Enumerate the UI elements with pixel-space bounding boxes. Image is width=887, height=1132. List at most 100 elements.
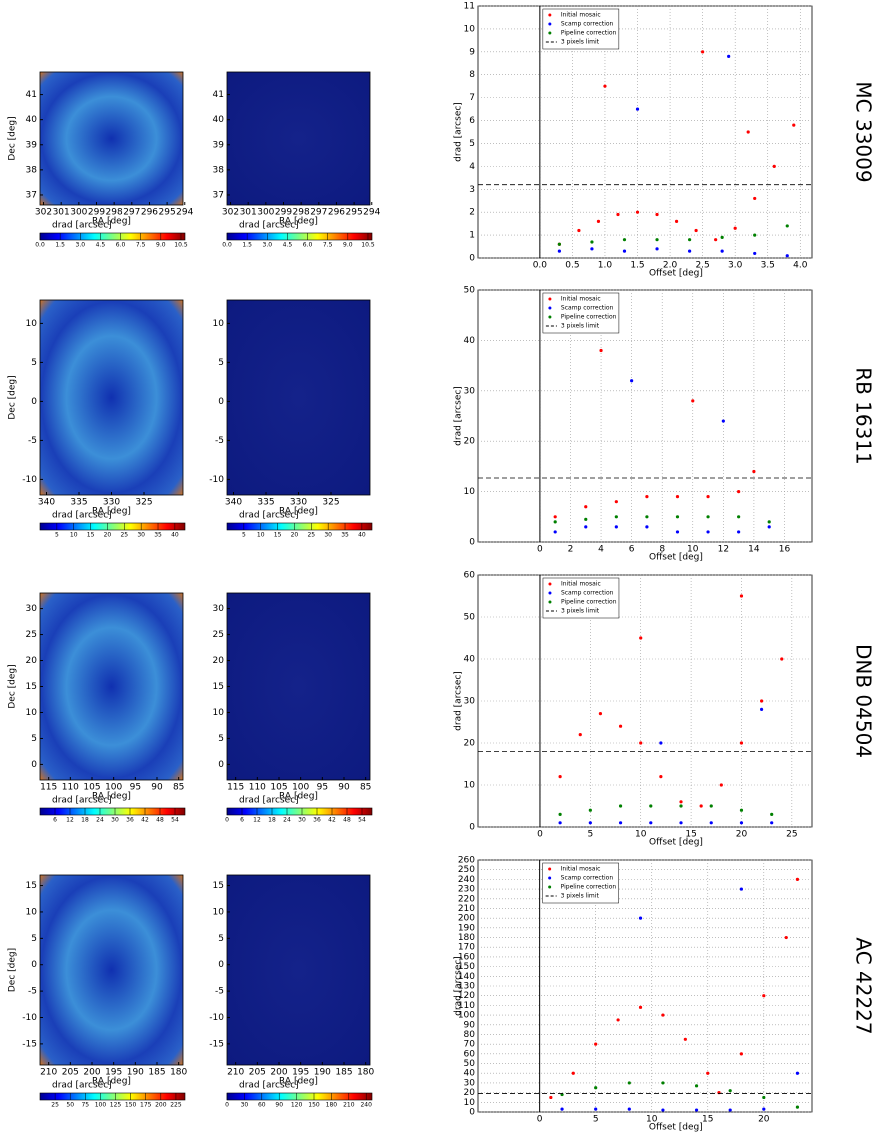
y-tick-label: 38 bbox=[213, 165, 225, 175]
y-tick-label: 10 bbox=[213, 907, 225, 917]
x-tick-label: 300 bbox=[257, 208, 274, 218]
y-tick-label: 80 bbox=[464, 1030, 476, 1040]
row-label: RB 16311 bbox=[852, 367, 876, 465]
y-tick-label: 2 bbox=[469, 208, 475, 218]
y-tick-label: 170 bbox=[458, 943, 475, 953]
x-axis-label: Offset [deg] bbox=[649, 553, 703, 563]
data-point bbox=[785, 224, 789, 228]
data-point bbox=[645, 495, 649, 499]
x-tick-label: 302 bbox=[222, 208, 239, 218]
data-point bbox=[674, 219, 679, 223]
x-tick-label: 210 bbox=[40, 1068, 57, 1078]
sky-map bbox=[226, 874, 371, 1066]
y-tick-label: 38 bbox=[26, 165, 38, 175]
data-point bbox=[614, 525, 618, 529]
data-point bbox=[760, 707, 764, 712]
x-tick-label: 2 bbox=[568, 545, 574, 555]
x-tick-label: 1.5 bbox=[630, 261, 644, 271]
y-axis-label: Dec [deg] bbox=[8, 116, 18, 160]
colorbar-tick-label: 30 bbox=[298, 817, 306, 824]
x-tick-label: 297 bbox=[310, 208, 327, 218]
x-axis-label: RA [deg] bbox=[279, 507, 318, 517]
data-point bbox=[720, 249, 724, 253]
data-point bbox=[675, 495, 680, 499]
colorbar-tick-label: 18 bbox=[268, 817, 276, 824]
y-tick-label: -5 bbox=[215, 987, 224, 997]
data-point bbox=[760, 699, 764, 703]
data-point bbox=[557, 249, 561, 253]
data-point bbox=[638, 1005, 643, 1009]
x-axis-label: Offset [deg] bbox=[649, 269, 703, 279]
x-tick-label: 2.0 bbox=[663, 261, 678, 271]
x-tick-label: 20 bbox=[758, 1115, 770, 1125]
colorbar-tick-label: 100 bbox=[95, 1102, 107, 1109]
colorbar bbox=[39, 232, 186, 241]
data-point bbox=[571, 1071, 575, 1075]
y-tick-label: 15 bbox=[26, 682, 37, 692]
colorbar-tick-label: 24 bbox=[283, 817, 291, 824]
x-tick-label: 5 bbox=[593, 1115, 599, 1125]
colorbar-tick-label: 150 bbox=[125, 1102, 137, 1109]
colorbar-tick-label: 35 bbox=[341, 532, 349, 539]
y-tick-label: 210 bbox=[458, 904, 475, 914]
colorbar bbox=[226, 1092, 373, 1101]
y-tick-label: 30 bbox=[464, 1078, 476, 1088]
y-tick-label: 4 bbox=[469, 162, 475, 172]
x-tick-label: 3.0 bbox=[728, 261, 743, 271]
y-tick-label: 11 bbox=[464, 2, 475, 12]
y-tick-label: 180 bbox=[458, 933, 475, 943]
x-axis-label: RA [deg] bbox=[92, 1077, 131, 1087]
colorbar-tick-label: 9.0 bbox=[156, 242, 166, 249]
x-tick-label: 340 bbox=[38, 498, 55, 508]
x-axis-label: RA [deg] bbox=[92, 217, 131, 227]
colorbar-tick-label: 30 bbox=[241, 1102, 249, 1109]
legend-marker bbox=[548, 306, 552, 310]
data-point bbox=[752, 469, 756, 474]
data-point bbox=[590, 240, 594, 244]
legend-label: 3 pixels limit bbox=[561, 39, 600, 46]
colorbar bbox=[39, 1092, 186, 1101]
y-tick-label: -10 bbox=[209, 1013, 224, 1023]
legend-marker bbox=[548, 867, 552, 871]
legend-marker bbox=[548, 297, 552, 301]
colorbar-label: drad [arcsec] bbox=[52, 1081, 112, 1091]
legend-label: Scamp correction bbox=[561, 875, 614, 882]
data-point bbox=[661, 1013, 665, 1017]
x-tick-label: 110 bbox=[62, 783, 79, 793]
colorbar-tick-label: 10.5 bbox=[361, 242, 375, 249]
y-tick-label: -10 bbox=[22, 1013, 37, 1023]
data-point bbox=[553, 520, 557, 524]
x-tick-label: 296 bbox=[141, 208, 158, 218]
data-point bbox=[753, 251, 757, 256]
x-tick-label: 10 bbox=[635, 830, 647, 840]
colorbar-tick-label: 6.0 bbox=[116, 242, 126, 249]
data-point bbox=[694, 1084, 699, 1088]
data-point bbox=[584, 525, 588, 529]
legend-label: Scamp correction bbox=[561, 590, 614, 597]
x-tick-label: 298 bbox=[293, 208, 310, 218]
x-tick-label: 300 bbox=[70, 208, 87, 218]
legend bbox=[542, 862, 619, 904]
y-tick-label: 40 bbox=[464, 336, 476, 346]
x-tick-label: 294 bbox=[363, 208, 380, 218]
legend-marker bbox=[548, 22, 552, 26]
legend-label: 3 pixels limit bbox=[561, 893, 600, 900]
data-point bbox=[739, 887, 743, 891]
colorbar-tick-label: 125 bbox=[110, 1102, 122, 1109]
y-tick-label: 8 bbox=[469, 70, 475, 80]
data-point bbox=[795, 877, 800, 881]
colorbar-tick-label: 1.5 bbox=[242, 242, 252, 249]
colorbar-tick-label: 24 bbox=[96, 817, 104, 824]
legend-label: Pipeline correction bbox=[561, 599, 617, 606]
x-tick-label: 85 bbox=[360, 783, 371, 793]
data-point bbox=[659, 741, 663, 745]
x-tick-label: 110 bbox=[249, 783, 266, 793]
colorbar-tick-label: 75 bbox=[81, 1102, 89, 1109]
data-point bbox=[649, 821, 653, 825]
x-axis-label: RA [deg] bbox=[279, 217, 318, 227]
y-tick-label: 20 bbox=[464, 739, 476, 749]
legend-marker bbox=[548, 600, 552, 604]
x-tick-label: 296 bbox=[328, 208, 345, 218]
y-tick-label: 40 bbox=[464, 1069, 476, 1079]
colorbar-tick-label: 15 bbox=[87, 532, 95, 539]
